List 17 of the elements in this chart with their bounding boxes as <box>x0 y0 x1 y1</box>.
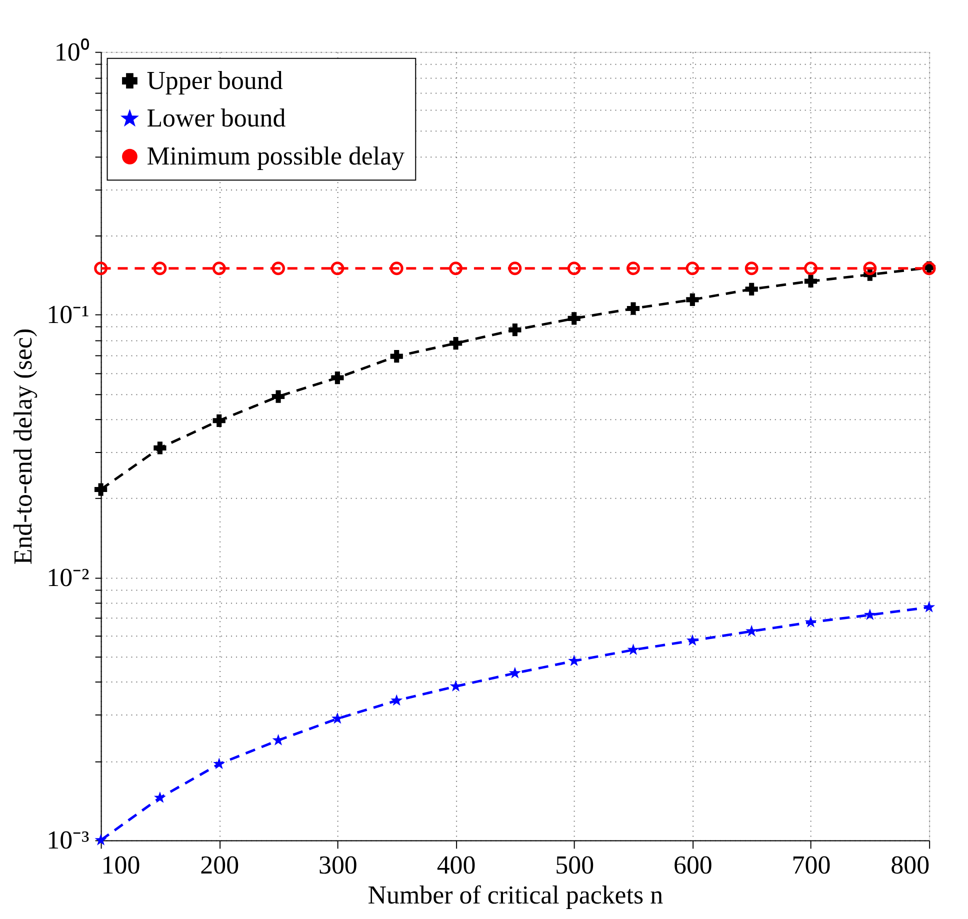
legend-label: Lower bound <box>146 104 286 133</box>
x-tick-label: 500 <box>555 850 594 880</box>
x-tick-label: 800 <box>890 850 930 880</box>
y-tick-label: 10⁻¹ <box>46 300 90 330</box>
legend-label: Minimum possible delay <box>146 142 405 171</box>
x-axis-title: Number of critical packets n <box>368 880 664 910</box>
x-tick-label: 600 <box>673 850 712 880</box>
y-tick-label: 10⁰ <box>54 37 90 66</box>
x-tick-label: 700 <box>792 850 831 880</box>
x-tick-label: 300 <box>318 850 358 880</box>
y-tick-label: 10⁻³ <box>46 826 90 855</box>
x-tick-label: 400 <box>436 850 476 880</box>
x-tick-label: 100 <box>101 850 140 880</box>
legend-label: Upper bound <box>146 66 283 95</box>
y-axis-title: End-to-end delay (sec) <box>8 328 38 565</box>
y-tick-label: 10⁻² <box>46 562 90 592</box>
x-tick-label: 200 <box>200 850 240 880</box>
